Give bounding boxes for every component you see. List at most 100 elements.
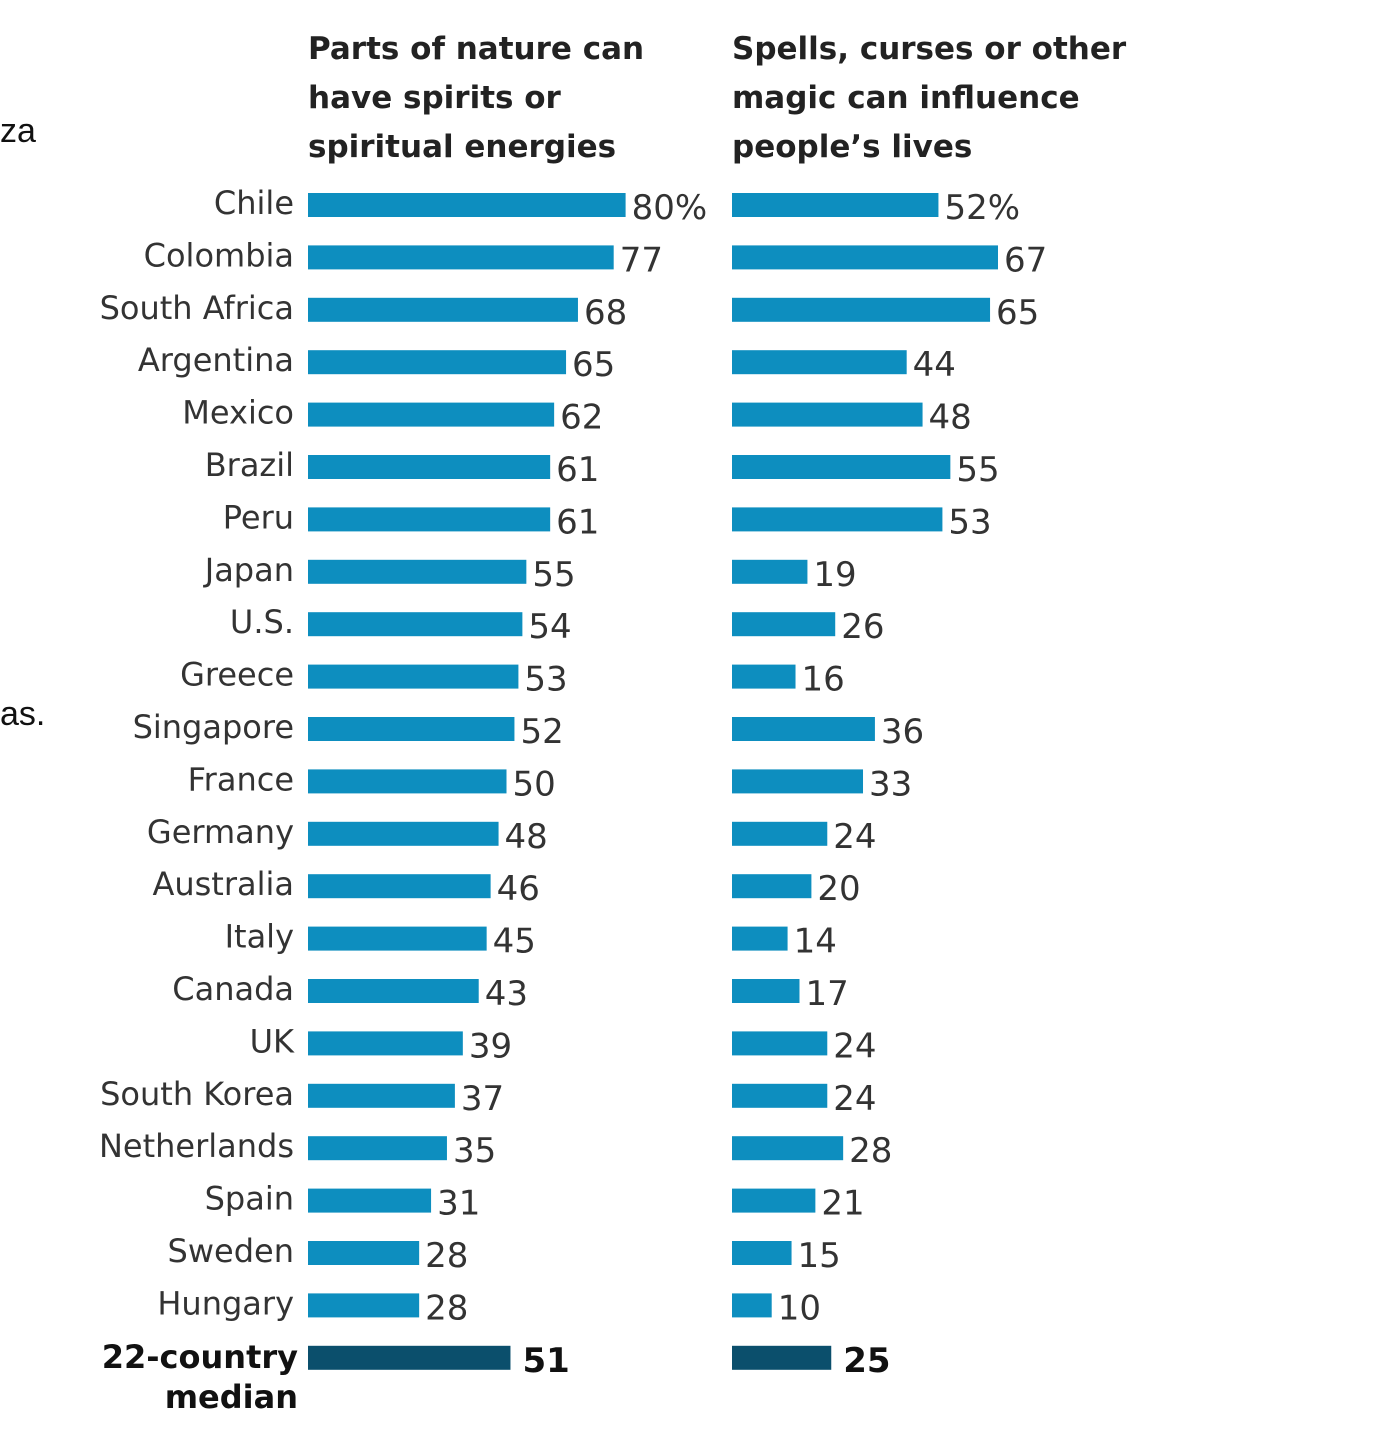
data-label-series-1: 46 — [497, 869, 540, 909]
country-label: UK — [250, 1022, 295, 1060]
bar-series-2 — [732, 612, 836, 637]
country-label: Canada — [172, 970, 294, 1008]
data-label-series-2: 19 — [813, 555, 856, 595]
country-label: Colombia — [144, 236, 294, 274]
country-label: Brazil — [205, 446, 294, 484]
data-label-series-1: 31 — [437, 1184, 480, 1224]
country-label: South Korea — [100, 1075, 294, 1113]
data-label-series-2: 17 — [805, 974, 848, 1014]
bar-series-1 — [308, 559, 527, 584]
bar-series-2 — [732, 926, 788, 951]
bar-series-2 — [732, 1031, 828, 1056]
bar-series-2 — [732, 664, 796, 689]
bar-series-1 — [308, 507, 551, 532]
data-label-series-1: 48 — [505, 817, 548, 857]
data-label-series-2: 48 — [929, 398, 972, 438]
bar-series-2 — [732, 1188, 816, 1213]
bar-series-1 — [308, 1241, 420, 1265]
clipped-text-fragment-middle: as. — [0, 695, 46, 733]
data-label-series-1: 52 — [520, 712, 563, 752]
country-label: Singapore — [133, 708, 294, 746]
median-value-series-2: 25 — [843, 1341, 890, 1381]
bar-series-2 — [732, 1083, 828, 1108]
bar-series-1 — [308, 1136, 447, 1161]
bar-series-1 — [308, 926, 487, 951]
bar-series-1 — [308, 245, 614, 270]
bar-series-1 — [308, 193, 626, 217]
series-2-title-line-2: magic can influence — [732, 80, 1080, 116]
data-label-series-2: 10 — [778, 1288, 821, 1328]
data-label-series-2: 21 — [821, 1184, 864, 1224]
data-label-series-1: 77 — [620, 240, 663, 280]
country-label: Peru — [223, 498, 294, 536]
bar-series-2 — [732, 1241, 792, 1265]
bar-series-2 — [732, 297, 991, 322]
bar-series-2 — [732, 717, 875, 741]
data-label-series-1: 28 — [425, 1236, 468, 1276]
data-label-series-2: 53 — [948, 502, 991, 542]
data-label-series-2: 15 — [798, 1236, 841, 1276]
country-label: Australia — [152, 865, 294, 903]
bar-series-2 — [732, 455, 951, 479]
bar-series-1 — [308, 350, 567, 375]
bar-series-2 — [732, 769, 864, 794]
data-label-series-1: 50 — [513, 764, 556, 804]
country-label: France — [188, 760, 294, 798]
data-label-series-2: 36 — [881, 712, 924, 752]
data-label-series-2: 44 — [913, 345, 956, 385]
bar-series-1 — [308, 821, 499, 846]
data-label-series-2: 52% — [944, 188, 1020, 228]
data-label-series-1: 80% — [632, 188, 708, 228]
country-label: Hungary — [157, 1284, 294, 1322]
country-label: Germany — [147, 813, 294, 851]
bar-series-2 — [732, 507, 943, 532]
bar-series-1 — [308, 1188, 432, 1213]
bar-series-1 — [308, 1031, 463, 1056]
data-label-series-1: 45 — [493, 922, 536, 962]
bar-series-2 — [732, 979, 800, 1003]
country-label: Sweden — [168, 1232, 294, 1270]
data-label-series-1: 62 — [560, 398, 603, 438]
data-label-series-2: 20 — [817, 869, 860, 909]
bar-series-2 — [732, 874, 812, 899]
bar-series-1 — [308, 717, 515, 741]
median-bar-series-1 — [308, 1345, 511, 1370]
country-label: Greece — [180, 656, 294, 694]
median-bar-series-2 — [732, 1345, 832, 1370]
data-label-series-2: 24 — [833, 1079, 876, 1119]
bar-series-1 — [308, 979, 479, 1003]
data-label-series-1: 61 — [556, 502, 599, 542]
bar-series-2 — [732, 821, 828, 846]
country-label: Italy — [225, 918, 294, 956]
bar-series-2 — [732, 245, 998, 270]
data-label-series-1: 43 — [485, 974, 528, 1014]
median-value-series-1: 51 — [522, 1341, 569, 1381]
data-label-series-1: 39 — [469, 1026, 512, 1066]
data-label-series-1: 55 — [532, 555, 575, 595]
country-label: U.S. — [230, 603, 294, 641]
data-label-series-1: 68 — [584, 293, 627, 333]
clipped-text-fragment-top: za — [0, 112, 36, 150]
data-label-series-2: 67 — [1004, 240, 1047, 280]
bar-series-1 — [308, 1083, 455, 1108]
country-label: Japan — [203, 551, 294, 589]
series-2-title-line-1: Spells, curses or other — [732, 31, 1127, 67]
data-label-series-2: 26 — [841, 607, 884, 647]
data-label-series-2: 14 — [794, 922, 837, 962]
data-label-series-1: 54 — [528, 607, 571, 647]
bar-series-2 — [732, 402, 923, 427]
bar-series-1 — [308, 1293, 420, 1318]
series-1-title-line-2: have spirits or — [308, 80, 562, 116]
bar-series-1 — [308, 664, 519, 689]
country-label: Argentina — [138, 341, 294, 379]
data-label-series-2: 33 — [869, 764, 912, 804]
median-label-line-1: 22-country — [102, 1338, 298, 1376]
bar-series-1 — [308, 612, 523, 637]
series-2-title-line-3: people’s lives — [732, 129, 972, 165]
data-label-series-1: 53 — [524, 660, 567, 700]
data-label-series-2: 24 — [833, 1026, 876, 1066]
data-label-series-2: 55 — [956, 450, 999, 490]
bar-series-1 — [308, 297, 578, 322]
series-1-title-line-3: spiritual energies — [308, 129, 616, 165]
